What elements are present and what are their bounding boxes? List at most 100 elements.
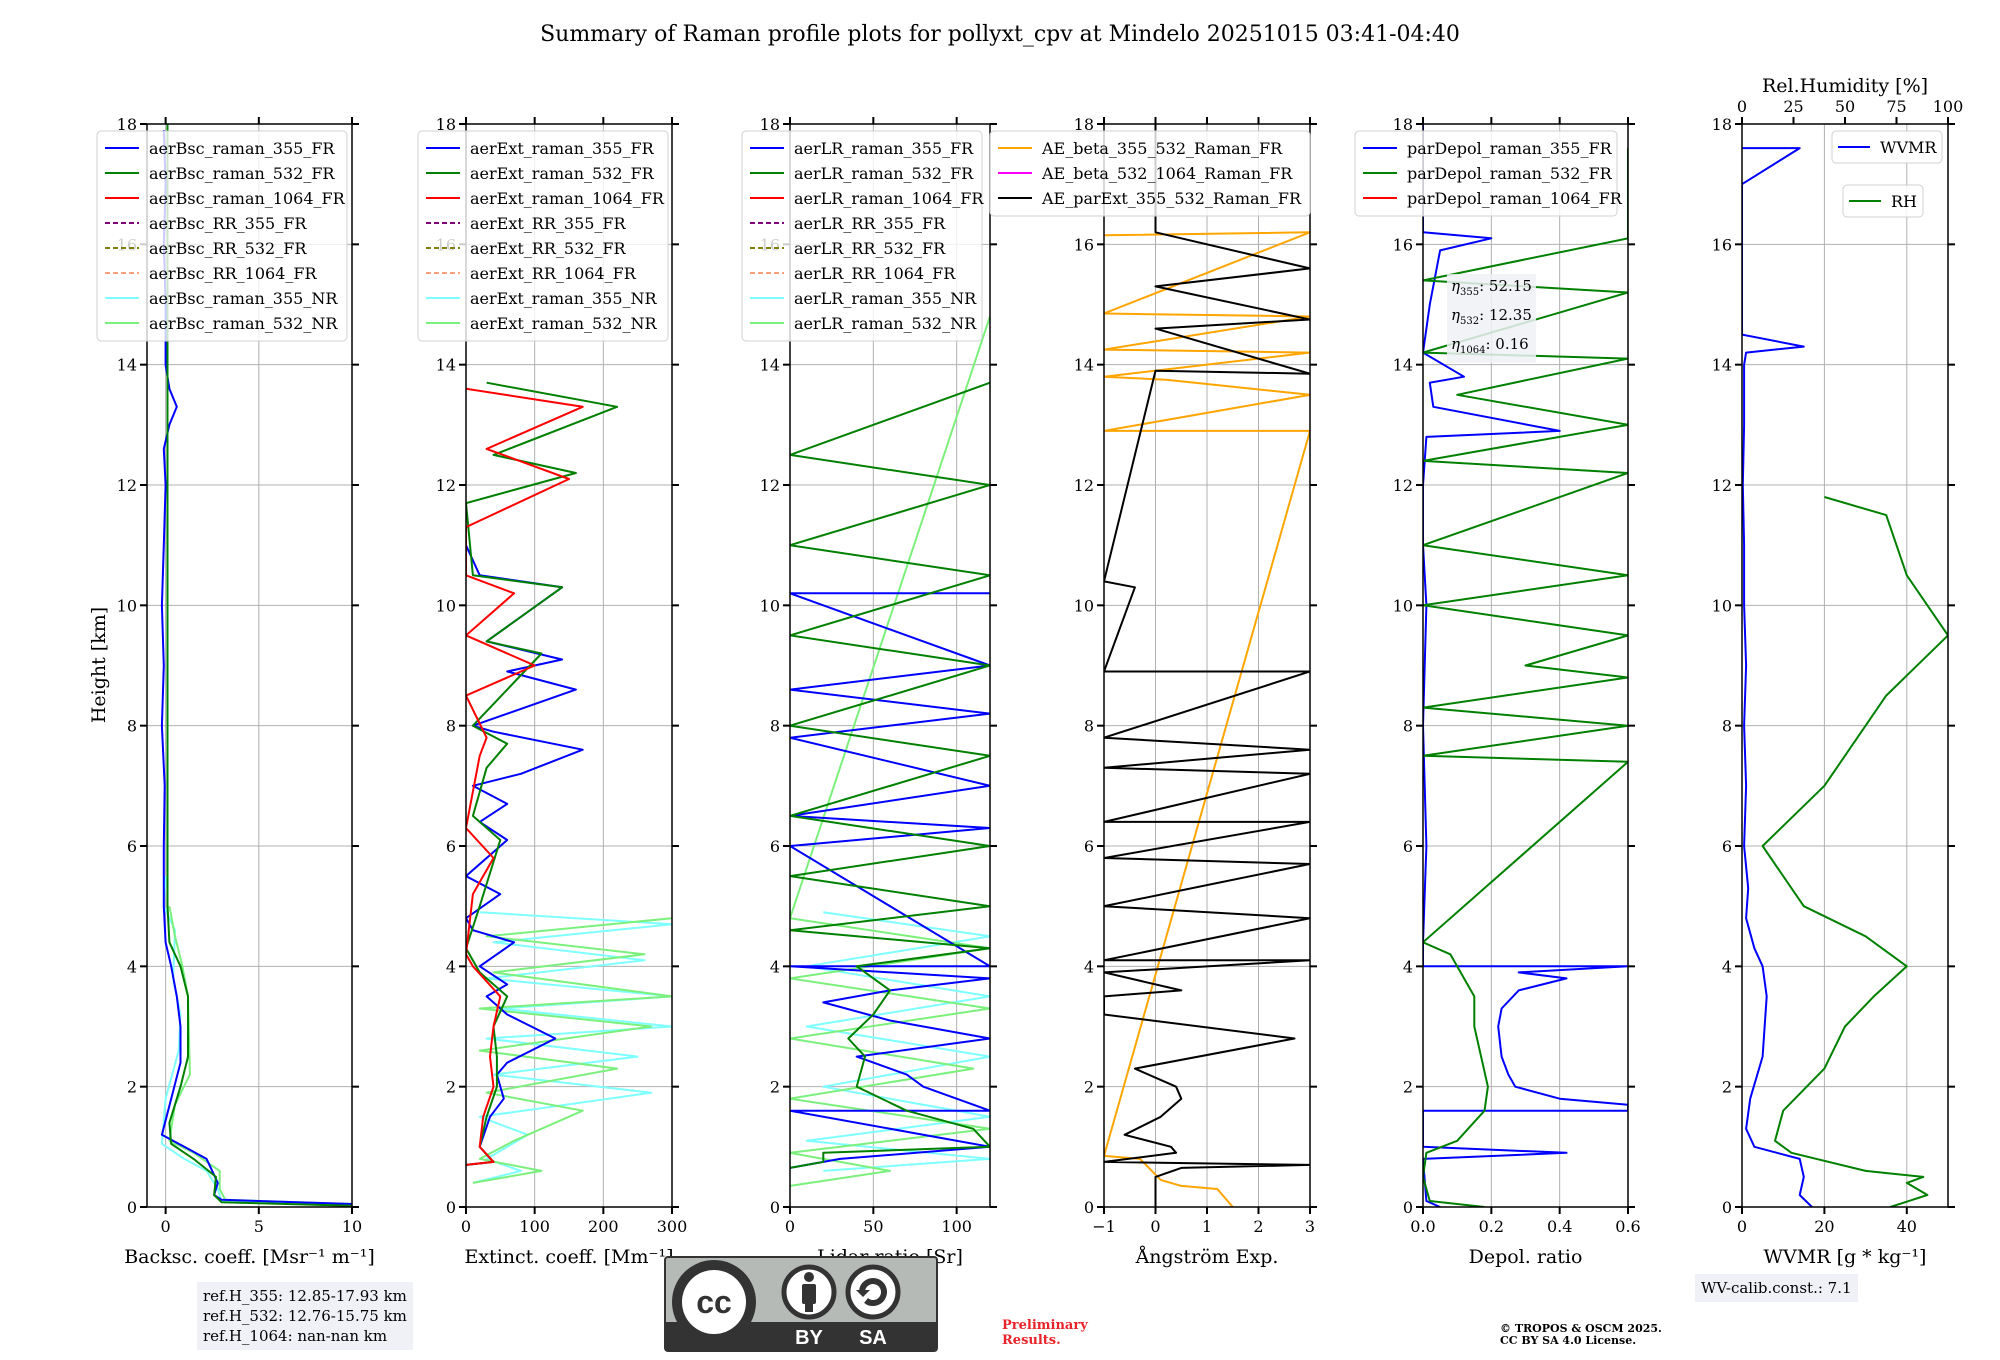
ytick-label: 10 [1712, 596, 1732, 615]
ytick-label: 0 [1084, 1198, 1094, 1217]
ytick-label: 12 [1074, 476, 1094, 495]
xtick-label: 5 [254, 1217, 264, 1236]
legend-label: aerBsc_raman_355_FR [149, 139, 335, 158]
legend-label: aerBsc_raman_1064_FR [149, 189, 346, 208]
series-parDepol_raman_355_FR [1423, 124, 1628, 1207]
legend-label: aerLR_raman_1064_FR [794, 189, 984, 208]
ytick-label: 2 [1084, 1078, 1094, 1097]
wv-calib-text: WV-calib.const.: 7.1 [1701, 1279, 1852, 1297]
ytick-label: 4 [127, 957, 137, 976]
series-aerBsc_raman_355_NR [160, 876, 352, 1205]
xtick-label: 0.4 [1547, 1217, 1572, 1236]
series-aerExt_raman_532_NR [472, 917, 672, 1184]
axes-frame [465, 123, 673, 1208]
series-aerLR_raman_355_NR [805, 911, 990, 1172]
axes-frame [789, 123, 991, 1208]
ytick-label: 0 [1403, 1198, 1413, 1217]
ytick-label: 6 [770, 837, 780, 856]
xaxis-label: Backsc. coeff. [Msr⁻¹ m⁻¹] [124, 1246, 375, 1268]
figure-title: Summary of Raman profile plots for polly… [540, 22, 1460, 47]
series-group [160, 124, 352, 1207]
ytick-label: 18 [1712, 115, 1732, 134]
ytick-label: 6 [1722, 837, 1732, 856]
legend-label: aerExt_raman_532_NR [470, 314, 658, 333]
by-text: BY [795, 1327, 823, 1349]
eta-355: η355: 52.15 [1451, 277, 1532, 298]
legend-frame [1354, 130, 1618, 217]
legend-label: aerExt_raman_532_FR [470, 164, 655, 183]
legend-frame [741, 130, 983, 342]
legend-label: aerLR_raman_532_FR [794, 164, 974, 183]
xtick-label: 0 [785, 1217, 795, 1236]
series-AE_parExt_355_532_Raman_FR [1104, 124, 1310, 1207]
ytick-label: 8 [1084, 717, 1094, 736]
panel-ext: 0246810121416180100200300Extinct. coeff.… [417, 115, 688, 1268]
ref-height-355: ref.H_355: 12.85-17.93 km [203, 1287, 407, 1305]
legend-label: AE_beta_355_532_Raman_FR [1041, 139, 1283, 158]
legend-label: aerBsc_raman_532_FR [149, 164, 335, 183]
legend-label: aerLR_RR_355_FR [794, 214, 946, 233]
x2axis-label: Rel.Humidity [%] [1762, 75, 1928, 97]
xtick-label: 10 [342, 1217, 362, 1236]
legend-label: aerLR_RR_532_FR [794, 239, 946, 258]
ytick-label: 0 [446, 1198, 456, 1217]
xtick-label: 0 [1150, 1217, 1160, 1236]
legend-label: aerExt_raman_1064_FR [470, 189, 665, 208]
legend-label: aerBsc_raman_532_NR [149, 314, 338, 333]
legend-label: WVMR [1880, 138, 1937, 157]
series-aerExt_raman_355_NR [472, 911, 672, 1184]
ytick-label: 8 [1722, 717, 1732, 736]
series-aerBsc_raman_355_FR [160, 129, 352, 1205]
ytick-label: 12 [117, 476, 137, 495]
series-group [790, 316, 990, 1187]
legend-frame [1842, 184, 1924, 218]
ytick-label: 10 [436, 596, 456, 615]
xtick-label: 20 [1814, 1217, 1834, 1236]
wv-calib-box: WV-calib.const.: 7.1 [1695, 1274, 1858, 1302]
series-AE_beta_355_532_Raman_FR [1104, 231, 1310, 1207]
xtick-label: 0 [1737, 1217, 1747, 1236]
ytick-label: 6 [446, 837, 456, 856]
legend-label: parDepol_raman_355_FR [1407, 139, 1613, 158]
ytick-label: 4 [1722, 957, 1732, 976]
panel-depol: 0 2 4 6 8 10 12 14 16 18 0.0 0.2 0.4 0.6 Depol. ratio p… [1354, 115, 1641, 1268]
axes-frame [1422, 123, 1629, 1208]
legend-label: aerExt_raman_355_FR [470, 139, 655, 158]
ytick-label: 10 [1074, 596, 1094, 615]
x2tick-label: 25 [1783, 97, 1803, 116]
ref-height-532: ref.H_532: 12.76-15.75 km [203, 1307, 407, 1325]
xtick-label: 2 [1253, 1217, 1263, 1236]
cc-by-sa-badge: cc BY SA [664, 1256, 938, 1352]
series-aerLR_raman_532_FR [790, 381, 990, 1169]
panel-lr: 024681012141618050100Lidar ratio [Sr]aer… [741, 115, 997, 1268]
copyright-note: © TROPOS & OSCM 2025. CC BY SA 4.0 Licen… [1500, 1322, 1662, 1347]
legend-label: aerBsc_RR_355_FR [149, 214, 307, 233]
legend-label: aerLR_RR_1064_FR [794, 264, 956, 283]
legend-label: aerLR_raman_355_FR [794, 139, 974, 158]
ytick-label: 14 [117, 356, 137, 375]
ytick-label: 8 [1403, 717, 1413, 736]
ref-height-box: ref.H_355: 12.85-17.93 km ref.H_532: 12.… [197, 1282, 413, 1350]
ytick-label: 16 [1393, 235, 1413, 254]
series-group [1104, 124, 1310, 1207]
ytick-label: 8 [446, 717, 456, 736]
series-WVMR [1742, 147, 1813, 1207]
series-aerBsc_raman_532_NR [168, 906, 352, 1205]
eta-532: η532: 12.35 [1451, 306, 1532, 327]
ytick-label: 14 [436, 356, 456, 375]
legend-frame [417, 130, 669, 342]
xtick-label: 300 [657, 1217, 688, 1236]
ytick-label: 14 [760, 356, 780, 375]
ytick-label: 2 [1403, 1078, 1413, 1097]
ytick-label: 0 [770, 1198, 780, 1217]
legend-label: aerExt_RR_355_FR [470, 214, 627, 233]
xtick-label: 0.2 [1479, 1217, 1504, 1236]
ytick-label: 8 [127, 717, 137, 736]
ytick-label: 14 [1074, 356, 1094, 375]
legend-label: aerExt_raman_355_NR [470, 289, 658, 308]
ytick-label: 2 [446, 1078, 456, 1097]
legend-label: parDepol_raman_1064_FR [1407, 189, 1623, 208]
xtick-label: 1 [1202, 1217, 1212, 1236]
panel-bsc: 0246810121416180510Backsc. coeff. [Msr⁻¹… [88, 115, 375, 1268]
legend: parDepol_raman_355_FR parDepol_raman_532_… [1354, 130, 1623, 217]
